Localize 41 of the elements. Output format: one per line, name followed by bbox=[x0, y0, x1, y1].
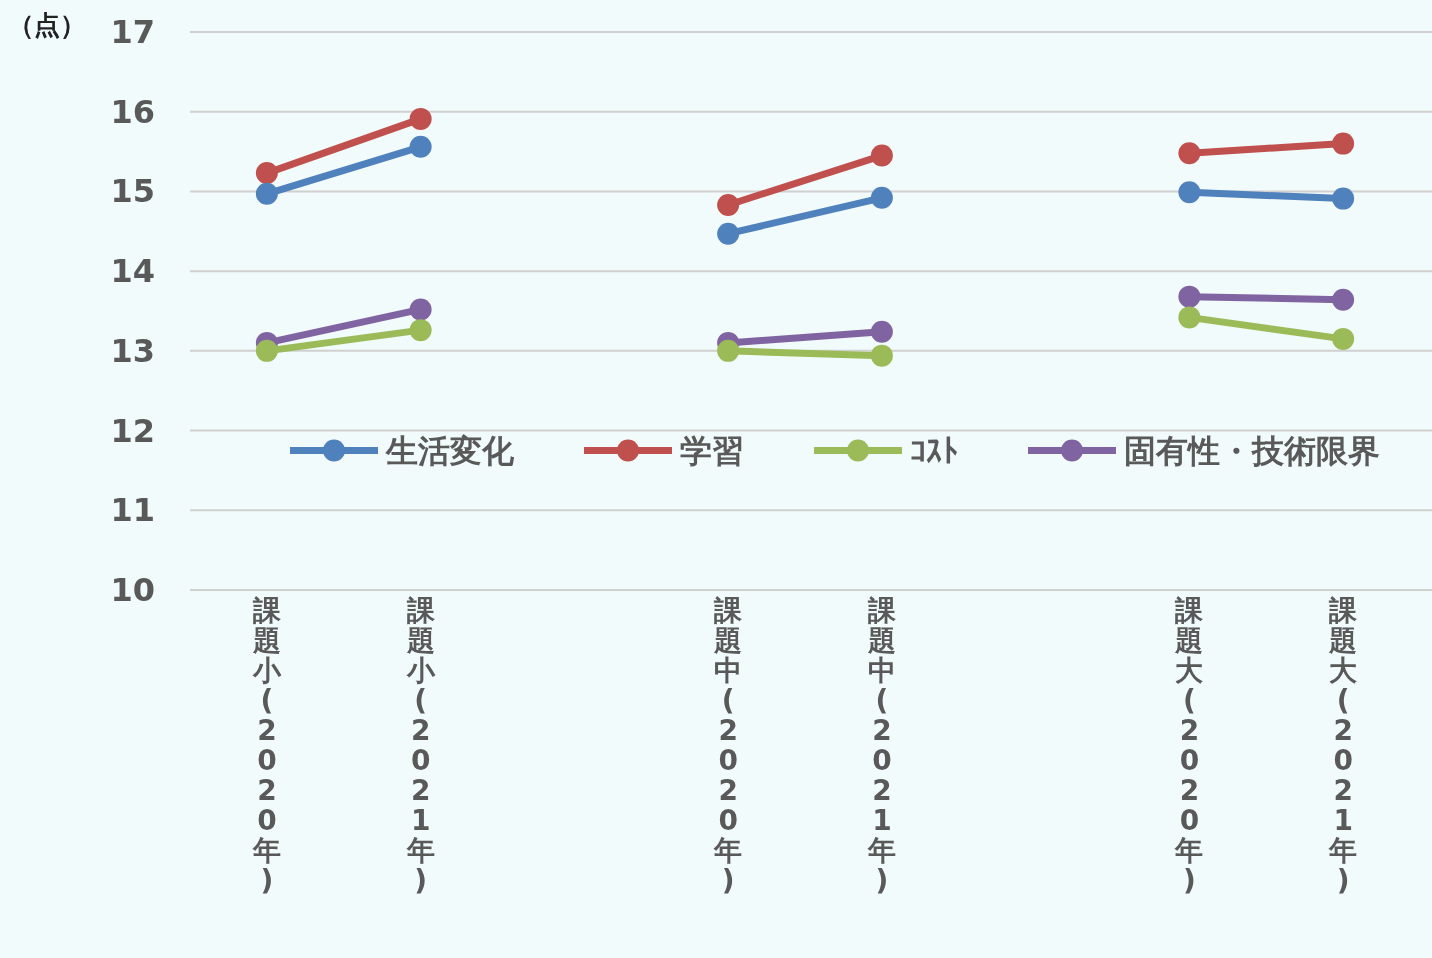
point bbox=[1178, 285, 1201, 308]
point bbox=[255, 339, 278, 362]
point bbox=[870, 144, 893, 167]
y-axis-title: （点） bbox=[8, 10, 86, 40]
point bbox=[1178, 306, 1201, 329]
point bbox=[1332, 288, 1355, 311]
point bbox=[409, 319, 432, 342]
point bbox=[255, 162, 278, 185]
y-tick-label: 12 bbox=[110, 411, 155, 450]
legend-label: 学習 bbox=[680, 431, 744, 470]
point bbox=[1332, 132, 1355, 155]
y-tick-label: 15 bbox=[110, 172, 155, 211]
point bbox=[255, 182, 278, 205]
y-tick-label: 11 bbox=[110, 491, 155, 530]
point bbox=[870, 344, 893, 367]
category-label: 課題小(2020年) bbox=[252, 594, 281, 897]
point bbox=[409, 107, 432, 130]
category-label: 課題中(2021年) bbox=[867, 594, 896, 897]
point bbox=[1178, 181, 1201, 204]
point bbox=[1178, 142, 1201, 165]
legend-label: ｺｽﾄ bbox=[910, 431, 958, 470]
point bbox=[409, 298, 432, 321]
y-tick-label: 13 bbox=[110, 331, 155, 370]
category-label: 課題小(2021年) bbox=[406, 594, 435, 897]
point bbox=[870, 320, 893, 343]
y-tick-label: 10 bbox=[110, 571, 155, 609]
y-tick-label: 17 bbox=[110, 13, 155, 51]
point bbox=[1332, 187, 1355, 210]
point bbox=[717, 339, 740, 362]
point bbox=[409, 135, 432, 158]
point bbox=[717, 193, 740, 216]
point bbox=[1332, 327, 1355, 350]
y-tick-label: 16 bbox=[110, 92, 155, 131]
y-tick-label: 14 bbox=[110, 252, 155, 291]
category-label: 課題大(2021年) bbox=[1329, 594, 1358, 897]
category-label: 課題大(2020年) bbox=[1175, 594, 1204, 897]
legend-label: 生活変化 bbox=[385, 431, 515, 470]
legend-label: 固有性・技術限界 bbox=[1124, 431, 1380, 470]
point bbox=[870, 186, 893, 209]
category-label: 課題中(2020年) bbox=[714, 594, 743, 897]
point bbox=[717, 222, 740, 245]
